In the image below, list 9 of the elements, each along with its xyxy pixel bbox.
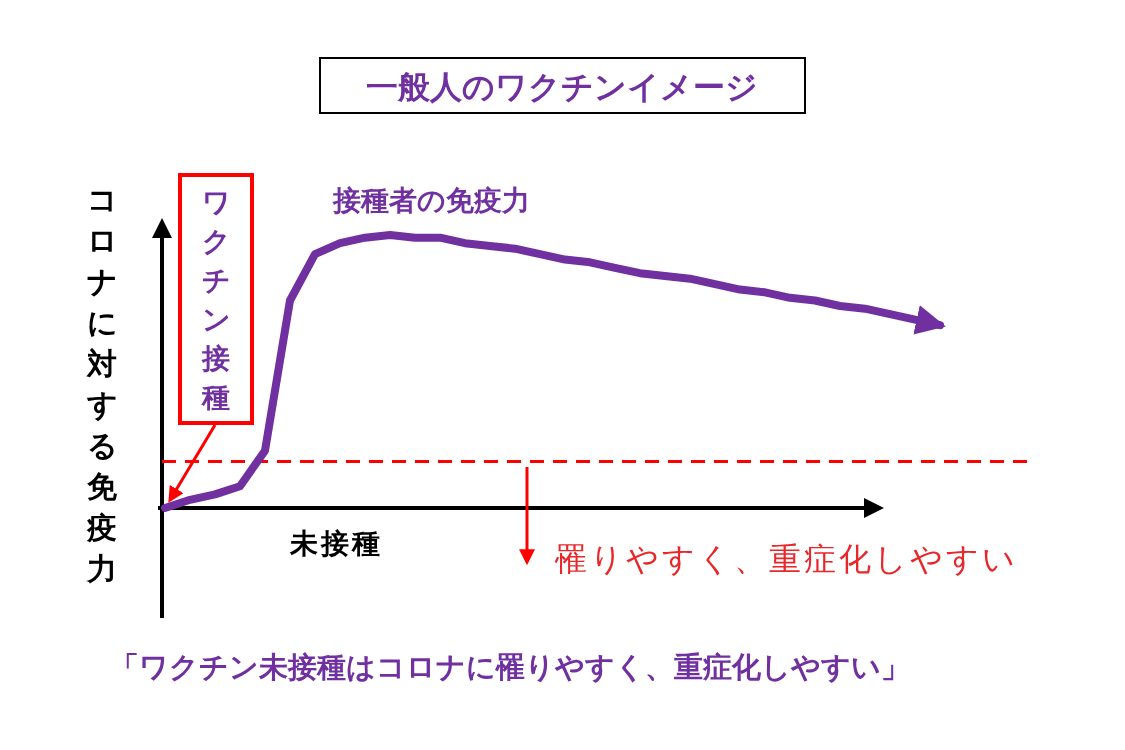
note-box: ワクチン接種 bbox=[178, 173, 254, 425]
text: 「ワクチン未接種はコロナに罹りやすく、重症化しやすい」 bbox=[110, 650, 910, 684]
chart-title: 一般人のワクチンイメージ bbox=[366, 68, 758, 106]
annotation: ワクチン接種 bbox=[201, 186, 231, 414]
text: 罹りやすく、重症化しやすい bbox=[554, 540, 1018, 578]
text: コロナに対する免疫力 bbox=[86, 182, 118, 586]
text: 未接種 bbox=[289, 527, 383, 560]
series-label: 接種者の免疫力 bbox=[332, 184, 530, 217]
title: 一般人のワクチンイメージ bbox=[319, 57, 806, 114]
